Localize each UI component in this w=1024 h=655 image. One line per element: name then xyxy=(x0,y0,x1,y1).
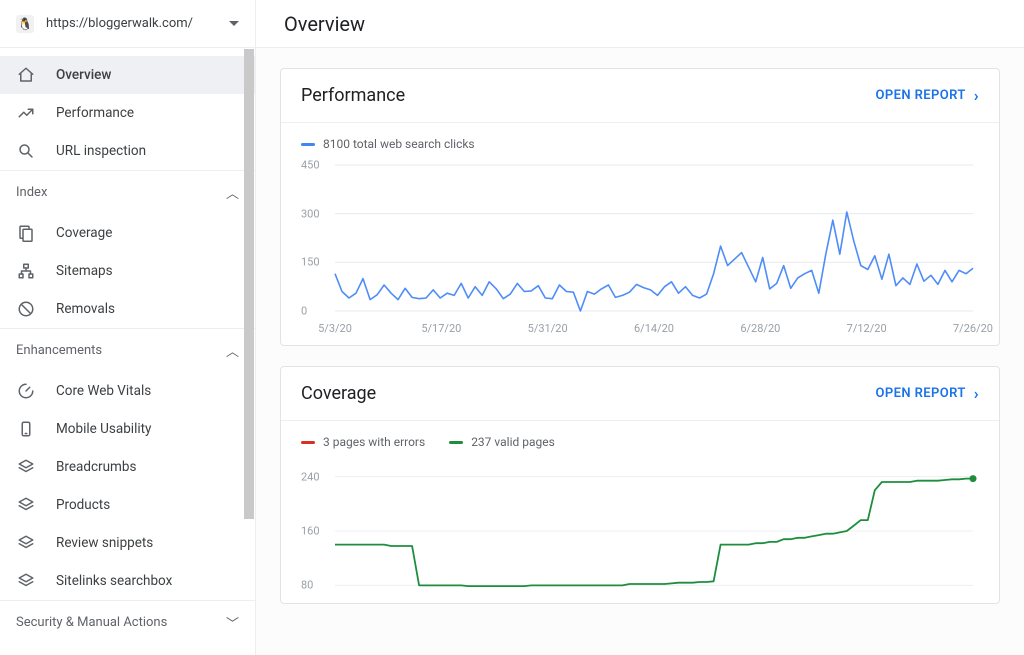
sidebar-item-breadcrumbs[interactable]: Breadcrumbs xyxy=(0,448,255,486)
x-tick: 7/12/20 xyxy=(847,322,887,335)
legend-swatch xyxy=(449,441,463,444)
performance-chart: 0 150 300 450 5/3/20 5/17/20 5/31/20 6/14/20 6/2… xyxy=(281,155,999,345)
sitemaps-icon xyxy=(16,262,36,280)
sidebar-item-removals[interactable]: Removals xyxy=(0,290,255,328)
legend-swatch xyxy=(301,441,315,444)
y-tick: 300 xyxy=(301,207,320,220)
sidebar-scroll: Overview Performance URL inspection Index ︿ C… xyxy=(0,48,255,655)
nav-label: Breadcrumbs xyxy=(56,459,136,475)
legend-text: 237 valid pages xyxy=(471,435,555,449)
section-enhancements[interactable]: Enhancements ︿ xyxy=(0,328,255,372)
nav-label: URL inspection xyxy=(56,143,146,159)
coverage-card: Coverage OPEN REPORT › 3 pages with erro… xyxy=(280,366,1000,604)
mobile-icon xyxy=(16,420,36,438)
y-tick: 0 xyxy=(301,305,307,318)
legend-item: 8100 total web search clicks xyxy=(301,137,475,151)
nav-label: Coverage xyxy=(56,225,112,241)
nav-label: Overview xyxy=(56,67,111,83)
open-report-button[interactable]: OPEN REPORT › xyxy=(876,86,979,105)
y-tick: 450 xyxy=(301,159,320,172)
card-header: Performance OPEN REPORT › xyxy=(281,69,999,123)
chevron-up-icon: ︿ xyxy=(226,341,239,360)
layers-icon xyxy=(16,534,36,552)
x-tick: 5/17/20 xyxy=(421,322,461,335)
chevron-right-icon: › xyxy=(974,86,979,105)
search-icon xyxy=(16,142,36,160)
sidebar-item-url-inspection[interactable]: URL inspection xyxy=(0,132,255,170)
nav-label: Review snippets xyxy=(56,535,153,551)
y-tick: 150 xyxy=(301,256,320,269)
layers-icon xyxy=(16,458,36,476)
section-title: Enhancements xyxy=(16,343,102,358)
sidebar-item-core-web-vitals[interactable]: Core Web Vitals xyxy=(0,372,255,410)
x-tick: 5/31/20 xyxy=(528,322,568,335)
section-security-manual-actions[interactable]: Security & Manual Actions ﹀ xyxy=(0,600,255,644)
nav-label: Sitemaps xyxy=(56,263,113,279)
speed-icon xyxy=(16,382,36,400)
performance-legend: 8100 total web search clicks xyxy=(281,123,999,155)
content-area: Performance OPEN REPORT › 8100 total web… xyxy=(256,48,1024,655)
open-report-label: OPEN REPORT xyxy=(876,88,966,103)
performance-title: Performance xyxy=(301,85,405,106)
sidebar-item-products[interactable]: Products xyxy=(0,486,255,524)
section-title: Index xyxy=(16,185,47,200)
sidebar-item-overview[interactable]: Overview xyxy=(0,56,255,94)
chevron-right-icon: › xyxy=(974,384,979,403)
coverage-title: Coverage xyxy=(301,383,376,404)
open-report-label: OPEN REPORT xyxy=(876,386,966,401)
main: Overview Performance OPEN REPORT › 8100 … xyxy=(256,0,1024,655)
y-tick: 80 xyxy=(301,579,313,592)
nav-label: Removals xyxy=(56,301,115,317)
x-tick: 5/3/20 xyxy=(318,322,352,335)
nav-label: Core Web Vitals xyxy=(56,383,151,399)
sidebar: 🐧 https://bloggerwalk.com/ Overview Perfo… xyxy=(0,0,256,655)
legend-text: 3 pages with errors xyxy=(323,435,425,449)
site-url: https://bloggerwalk.com/ xyxy=(46,16,217,31)
nav-label: Mobile Usability xyxy=(56,421,151,437)
sidebar-item-sitemaps[interactable]: Sitemaps xyxy=(0,252,255,290)
nav-label: Products xyxy=(56,497,110,513)
site-favicon-icon: 🐧 xyxy=(16,15,34,33)
trend-icon xyxy=(16,104,36,122)
property-selector[interactable]: 🐧 https://bloggerwalk.com/ xyxy=(0,0,255,48)
legend-text: 8100 total web search clicks xyxy=(323,137,475,151)
home-icon xyxy=(16,66,36,84)
y-tick: 240 xyxy=(301,470,320,483)
scrollbar-thumb[interactable] xyxy=(244,49,254,519)
card-header: Coverage OPEN REPORT › xyxy=(281,367,999,421)
sidebar-item-sitelinks-searchbox[interactable]: Sitelinks searchbox xyxy=(0,562,255,600)
layers-icon xyxy=(16,496,36,514)
layers-icon xyxy=(16,572,36,590)
coverage-icon xyxy=(16,224,36,242)
coverage-chart: 80 160 240 xyxy=(281,453,999,603)
legend-swatch xyxy=(301,143,315,146)
chevron-up-icon: ︿ xyxy=(226,183,239,202)
coverage-legend: 3 pages with errors 237 valid pages xyxy=(281,421,999,453)
section-index[interactable]: Index ︿ xyxy=(0,170,255,214)
sidebar-item-mobile-usability[interactable]: Mobile Usability xyxy=(0,410,255,448)
removals-icon xyxy=(16,300,36,318)
sidebar-item-performance[interactable]: Performance xyxy=(0,94,255,132)
sidebar-scrollbar[interactable] xyxy=(243,49,255,655)
nav-label: Sitelinks searchbox xyxy=(56,573,172,589)
chevron-down-icon xyxy=(229,21,239,26)
open-report-button[interactable]: OPEN REPORT › xyxy=(876,384,979,403)
sidebar-item-coverage[interactable]: Coverage xyxy=(0,214,255,252)
page-title-text: Overview xyxy=(284,12,365,36)
x-tick: 7/26/20 xyxy=(953,322,993,335)
legend-item: 3 pages with errors xyxy=(301,435,425,449)
nav-label: Performance xyxy=(56,105,134,121)
chevron-down-icon: ﹀ xyxy=(226,613,239,632)
y-tick: 160 xyxy=(301,525,320,538)
performance-card: Performance OPEN REPORT › 8100 total web… xyxy=(280,68,1000,346)
page-title: Overview xyxy=(256,0,1024,48)
section-title: Security & Manual Actions xyxy=(16,615,167,630)
x-tick: 6/28/20 xyxy=(740,322,780,335)
sidebar-item-review-snippets[interactable]: Review snippets xyxy=(0,524,255,562)
x-tick: 6/14/20 xyxy=(634,322,674,335)
legend-item: 237 valid pages xyxy=(449,435,555,449)
